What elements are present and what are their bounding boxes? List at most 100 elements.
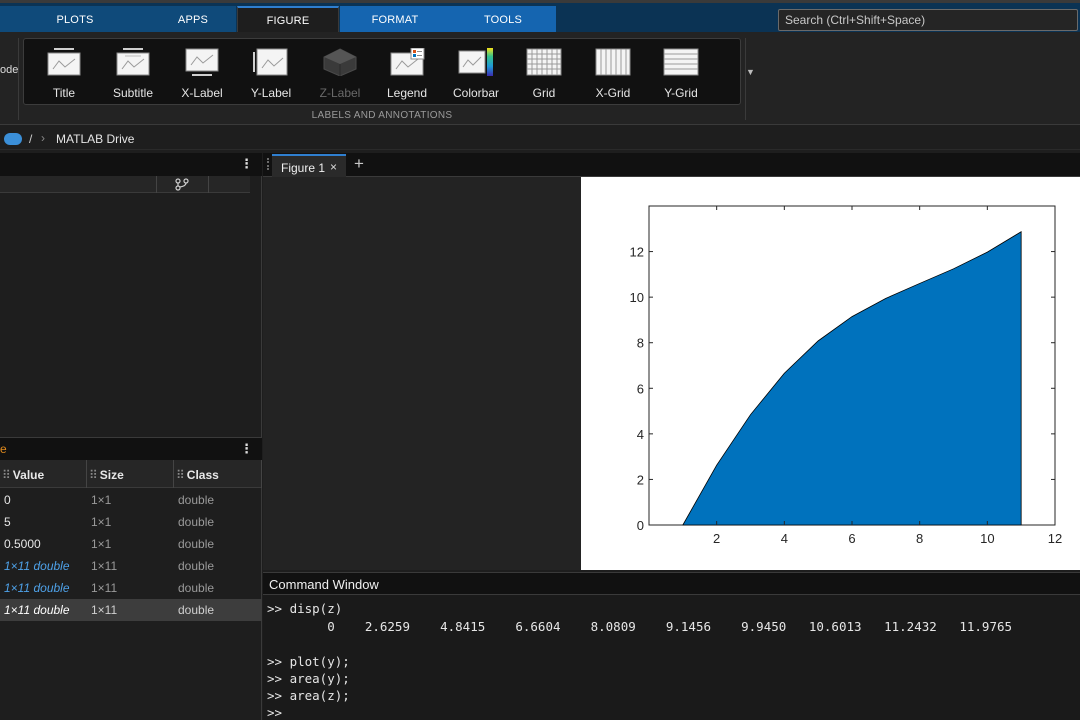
search-input[interactable]: Search (Ctrl+Shift+Space) xyxy=(778,9,1078,31)
variable-class: double xyxy=(178,603,215,617)
x-tick-label: 10 xyxy=(980,531,994,546)
figure-tab-bar: Figure 1 × + xyxy=(263,153,1080,177)
y-tick-label: 8 xyxy=(637,336,644,351)
variable-class: double xyxy=(178,493,215,507)
x-grid-icon xyxy=(595,48,631,76)
drag-handle-icon[interactable]: ⠿ xyxy=(176,468,185,482)
area-chart[interactable]: 2 4 6 8 10 12 0 2 4 6 8 10 12 xyxy=(581,177,1080,570)
figure-tab-label: Figure 1 xyxy=(281,161,326,175)
column-class[interactable]: ⠿ Class xyxy=(176,468,219,482)
close-icon[interactable]: × xyxy=(330,160,338,174)
workspace-row[interactable]: 1×11 double 1×11 double xyxy=(0,555,262,577)
gallery-expand-icon[interactable]: ▼ xyxy=(746,67,755,77)
legend-icon xyxy=(390,48,425,76)
legend-button[interactable]: Legend xyxy=(374,39,440,105)
variable-value: 0 xyxy=(4,493,11,507)
grid-button[interactable]: Grid xyxy=(511,39,577,105)
address-bar: / › MATLAB Drive xyxy=(0,128,1080,150)
x-label-button[interactable]: X-Label xyxy=(169,39,235,105)
workspace-panel: e ⋮ ⠿ Value ⠿ Size ⠿ Class 0 1×1 double 5 1… xyxy=(0,437,262,720)
colorbar-icon xyxy=(458,48,493,76)
address-path[interactable]: MATLAB Drive xyxy=(56,132,135,146)
tab-figure[interactable]: FIGURE xyxy=(237,6,339,33)
variable-value-link[interactable]: 1×11 double xyxy=(4,559,70,573)
column-divider[interactable] xyxy=(156,176,157,193)
panel-header: ⋮ xyxy=(0,153,262,176)
tab-tools[interactable]: TOOLS xyxy=(450,6,556,33)
variable-value: 5 xyxy=(4,515,11,529)
current-folder-panel: ⋮ xyxy=(0,153,262,437)
y-label-button-label: Y-Label xyxy=(250,86,292,100)
command-line: >> area(z); xyxy=(267,688,350,703)
git-branch-icon[interactable] xyxy=(175,178,189,191)
drag-handle-icon[interactable]: ⠿ xyxy=(2,468,11,482)
workspace-row[interactable]: 0 1×1 double xyxy=(0,489,262,511)
more-options-icon[interactable]: ⋮ xyxy=(240,441,253,456)
drag-handle-icon[interactable] xyxy=(267,158,272,170)
command-window[interactable]: Command Window >> disp(z) 0 2.6259 4.841… xyxy=(263,572,1080,720)
variable-size: 1×1 xyxy=(91,493,112,507)
variable-value-link[interactable]: 1×11 double xyxy=(4,603,70,617)
z-label-button-label: Z-Label xyxy=(319,86,361,100)
subtitle-icon xyxy=(116,48,150,76)
x-grid-button[interactable]: X-Grid xyxy=(580,39,646,105)
legend-button-label: Legend xyxy=(386,86,428,100)
column-size[interactable]: ⠿ Size xyxy=(89,468,124,482)
y-tick-label: 0 xyxy=(637,518,644,533)
group-title: LABELS AND ANNOTATIONS xyxy=(311,110,453,121)
subtitle-button-label: Subtitle xyxy=(112,86,154,100)
y-grid-button[interactable]: Y-Grid xyxy=(648,39,714,105)
figure-canvas[interactable]: 2 4 6 8 10 12 0 2 4 6 8 10 12 xyxy=(581,177,1080,570)
variable-value: 0.5000 xyxy=(4,537,41,551)
command-output: 0 2.6259 4.8415 6.6604 8.0809 9.1456 9.9… xyxy=(267,619,1013,634)
y-label-button[interactable]: Y-Label xyxy=(238,39,304,105)
ribbon-separator xyxy=(18,38,19,120)
variable-size: 1×11 xyxy=(91,603,118,617)
more-options-icon[interactable]: ⋮ xyxy=(240,156,253,171)
y-tick-label: 2 xyxy=(637,472,644,487)
ribbon-separator xyxy=(745,38,746,120)
colorbar-button[interactable]: Colorbar xyxy=(443,39,509,105)
grid-button-label: Grid xyxy=(532,86,556,100)
command-prompt[interactable]: >> xyxy=(267,705,283,720)
subtitle-button[interactable]: Subtitle xyxy=(100,39,166,105)
address-root[interactable]: / xyxy=(29,132,33,146)
workspace-title: e xyxy=(0,442,7,456)
variable-value-link[interactable]: 1×11 double xyxy=(4,581,70,595)
x-tick-label: 2 xyxy=(713,531,720,546)
drag-handle-icon[interactable]: ⠿ xyxy=(89,468,98,482)
figure-background xyxy=(263,177,581,570)
workspace-row[interactable]: 1×11 double 1×11 double xyxy=(0,577,262,599)
workspace-row[interactable]: 5 1×1 double xyxy=(0,511,262,533)
variable-size: 1×1 xyxy=(91,537,112,551)
workspace-row[interactable]: 0.5000 1×1 double xyxy=(0,533,262,555)
ribbon: ode Title Subtitle xyxy=(0,32,1080,125)
column-value[interactable]: ⠿ Value xyxy=(2,468,45,482)
column-divider[interactable] xyxy=(261,460,262,488)
area-series xyxy=(682,231,1022,526)
y-grid-button-label: Y-Grid xyxy=(664,86,698,100)
z-label-button[interactable]: Z-Label xyxy=(307,39,373,105)
z-label-icon xyxy=(323,48,357,76)
title-icon xyxy=(47,48,81,76)
x-grid-button-label: X-Grid xyxy=(595,86,631,100)
variable-class: double xyxy=(178,537,215,551)
workspace-row-selected[interactable]: 1×11 double 1×11 double xyxy=(0,599,262,621)
column-divider[interactable] xyxy=(173,460,174,488)
cloud-icon[interactable] xyxy=(4,133,22,145)
x-tick-label: 6 xyxy=(848,531,855,546)
x-label-button-label: X-Label xyxy=(181,86,223,100)
tab-plots[interactable]: PLOTS xyxy=(0,6,150,33)
y-tick-label: 4 xyxy=(637,427,644,442)
add-figure-icon[interactable]: + xyxy=(354,154,364,173)
column-divider[interactable] xyxy=(86,460,87,488)
tab-apps[interactable]: APPS xyxy=(150,6,236,33)
tab-figure-1[interactable]: Figure 1 × xyxy=(272,154,346,177)
variable-size: 1×11 xyxy=(91,559,118,573)
command-window-header: Command Window xyxy=(263,573,1080,595)
command-line: >> area(y); xyxy=(267,671,350,686)
column-divider[interactable] xyxy=(208,176,209,193)
tab-format[interactable]: FORMAT xyxy=(340,6,450,33)
title-button[interactable]: Title xyxy=(31,39,97,105)
